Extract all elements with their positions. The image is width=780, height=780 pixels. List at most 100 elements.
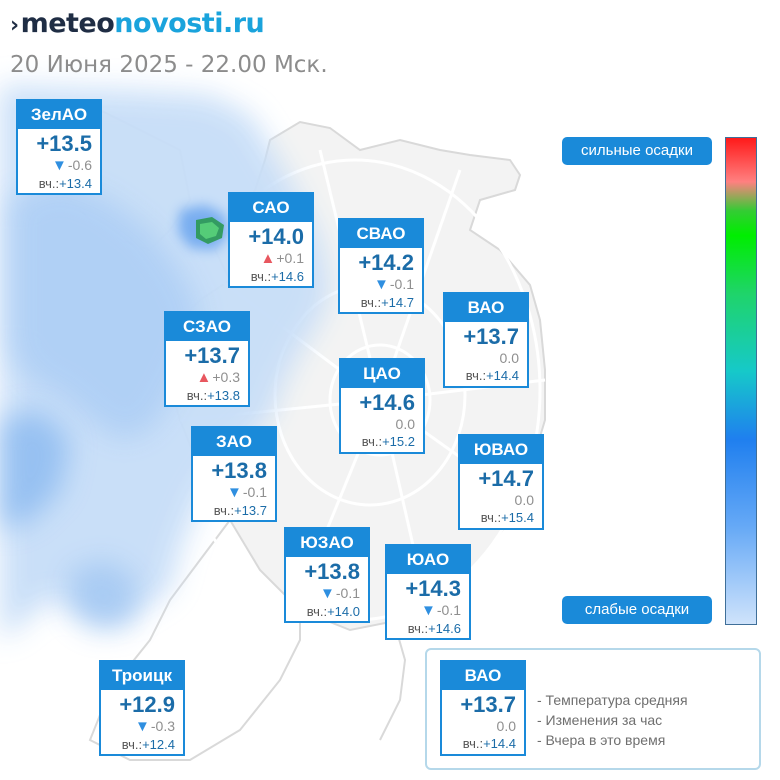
hourly-change: ▼-0.1 bbox=[387, 601, 469, 620]
hourly-change: 0.0 bbox=[445, 349, 527, 367]
arrow-up-icon: ▲ bbox=[260, 250, 276, 267]
yesterday: вч.:+14.0 bbox=[286, 603, 368, 621]
temperature: +13.7 bbox=[460, 692, 516, 717]
yesterday: вч.:+14.4 bbox=[445, 367, 527, 385]
temperature: +13.7 bbox=[463, 324, 519, 349]
yesterday-label: вч.: bbox=[38, 176, 60, 191]
arrow-down-icon: ▼ bbox=[374, 276, 389, 293]
hourly-change: ▼-0.3 bbox=[101, 717, 183, 736]
district-name: ВАО bbox=[445, 294, 527, 322]
yesterday-value: +13.7 bbox=[234, 503, 267, 518]
legend-line-change: - Изменения за час bbox=[537, 712, 663, 728]
hourly-change: ▼-0.1 bbox=[193, 483, 275, 502]
hourly-change: ▼-0.1 bbox=[340, 275, 422, 294]
district-card-yuzao[interactable]: ЮЗАО +13.8 ▼-0.1 вч.:+14.0 bbox=[284, 527, 370, 623]
yesterday: вч.:+14.6 bbox=[230, 268, 312, 286]
light-precip-label: слабые осадки bbox=[562, 596, 712, 624]
yesterday-value: +12.4 bbox=[142, 737, 175, 752]
legend-descriptions: - Температура средняя - Изменения за час… bbox=[537, 690, 688, 750]
yesterday-value: +14.4 bbox=[486, 368, 519, 383]
temperature: +14.2 bbox=[358, 250, 414, 275]
yesterday-value: +15.4 bbox=[501, 510, 534, 525]
yesterday: вч.:+15.2 bbox=[341, 433, 423, 451]
logo-suffix: novosti.ru bbox=[114, 8, 265, 39]
site-logo[interactable]: ›meteonovosti.ru bbox=[10, 8, 265, 42]
temperature: +14.0 bbox=[248, 224, 304, 249]
yesterday-value: +14.7 bbox=[381, 295, 414, 310]
yesterday-label: вч.: bbox=[186, 388, 208, 403]
district-card-vao[interactable]: ВАО +13.7 0.0 вч.:+14.4 bbox=[443, 292, 529, 388]
hourly-change: ▼-0.6 bbox=[18, 156, 100, 175]
change-value: -0.3 bbox=[150, 718, 175, 734]
hourly-change: 0.0 bbox=[442, 717, 524, 735]
yesterday-label: вч.: bbox=[121, 737, 143, 752]
district-card-troitsk[interactable]: Троицк +12.9 ▼-0.3 вч.:+12.4 bbox=[99, 660, 185, 756]
hourly-change: ▲+0.3 bbox=[166, 368, 248, 387]
yesterday: вч.:+13.7 bbox=[193, 502, 275, 520]
temperature: +13.5 bbox=[36, 131, 92, 156]
logo-icon: › bbox=[10, 13, 19, 38]
yesterday-label: вч.: bbox=[213, 503, 235, 518]
district-name: СЗАО bbox=[166, 313, 248, 341]
arrow-down-icon: ▼ bbox=[421, 602, 436, 619]
yesterday: вч.:+14.4 bbox=[442, 735, 524, 753]
change-value: -0.1 bbox=[335, 585, 360, 601]
yesterday: вч.:+13.8 bbox=[166, 387, 248, 405]
legend-line-yesterday: - Вчера в это время bbox=[537, 732, 666, 748]
yesterday: вч.:+14.6 bbox=[387, 620, 469, 638]
hourly-change: 0.0 bbox=[341, 415, 423, 433]
yesterday: вч.:+13.4 bbox=[18, 175, 100, 193]
district-card-svao[interactable]: СВАО +14.2 ▼-0.1 вч.:+14.7 bbox=[338, 218, 424, 314]
hourly-change: 0.0 bbox=[460, 491, 542, 509]
district-name: ЮВАО bbox=[460, 436, 542, 464]
district-name: Троицк bbox=[101, 662, 183, 690]
arrow-down-icon: ▼ bbox=[135, 718, 150, 735]
temperature: +12.9 bbox=[119, 692, 175, 717]
district-card-yuvao[interactable]: ЮВАО +14.7 0.0 вч.:+15.4 bbox=[458, 434, 544, 530]
yesterday-value: +14.0 bbox=[327, 604, 360, 619]
district-card-yuao[interactable]: ЮАО +14.3 ▼-0.1 вч.:+14.6 bbox=[385, 544, 471, 640]
arrow-up-icon: ▲ bbox=[196, 369, 212, 386]
yesterday-value: +14.6 bbox=[271, 269, 304, 284]
yesterday-label: вч.: bbox=[360, 295, 382, 310]
temperature: +13.7 bbox=[184, 343, 240, 368]
district-card-zelao[interactable]: ЗелАО +13.5 ▼-0.6 вч.:+13.4 bbox=[16, 99, 102, 195]
district-name: ЮАО bbox=[387, 546, 469, 574]
yesterday-label: вч.: bbox=[361, 434, 383, 449]
yesterday-value: +14.4 bbox=[483, 736, 516, 751]
yesterday-label: вч.: bbox=[407, 621, 429, 636]
legend-line-temperature: - Температура средняя bbox=[537, 692, 688, 708]
yesterday-value: +14.6 bbox=[428, 621, 461, 636]
district-card-cao[interactable]: ЦАО +14.6 0.0 вч.:+15.2 bbox=[339, 358, 425, 454]
hourly-change: ▲+0.1 bbox=[230, 249, 312, 268]
temperature: +14.6 bbox=[359, 390, 415, 415]
change-value: 0.0 bbox=[395, 416, 415, 432]
change-value: 0.0 bbox=[514, 492, 534, 508]
district-name: ЗАО bbox=[193, 428, 275, 456]
district-card-szao[interactable]: СЗАО +13.7 ▲+0.3 вч.:+13.8 bbox=[164, 311, 250, 407]
change-value: -0.1 bbox=[436, 602, 461, 618]
yesterday: вч.:+12.4 bbox=[101, 736, 183, 754]
hourly-change: ▼-0.1 bbox=[286, 584, 368, 603]
district-name: ВАО bbox=[442, 662, 524, 690]
legend-sample-card: ВАО +13.7 0.0 вч.:+14.4 bbox=[440, 660, 526, 756]
arrow-down-icon: ▼ bbox=[227, 484, 242, 501]
logo-prefix: meteo bbox=[20, 8, 115, 39]
yesterday-label: вч.: bbox=[250, 269, 272, 284]
change-value: 0.0 bbox=[496, 718, 516, 734]
change-value: -0.1 bbox=[389, 276, 414, 292]
yesterday-value: +13.4 bbox=[59, 176, 92, 191]
yesterday: вч.:+14.7 bbox=[340, 294, 422, 312]
precip-color-scale bbox=[725, 137, 757, 625]
district-card-sao[interactable]: САО +14.0 ▲+0.1 вч.:+14.6 bbox=[228, 192, 314, 288]
yesterday: вч.:+15.4 bbox=[460, 509, 542, 527]
district-name: ЗелАО bbox=[18, 101, 100, 129]
district-name: СВАО bbox=[340, 220, 422, 248]
change-value: -0.6 bbox=[67, 157, 92, 173]
change-value: -0.1 bbox=[242, 484, 267, 500]
yesterday-label: вч.: bbox=[462, 736, 484, 751]
temperature: +14.7 bbox=[478, 466, 534, 491]
district-card-zao[interactable]: ЗАО +13.8 ▼-0.1 вч.:+13.7 bbox=[191, 426, 277, 522]
temperature: +13.8 bbox=[304, 559, 360, 584]
